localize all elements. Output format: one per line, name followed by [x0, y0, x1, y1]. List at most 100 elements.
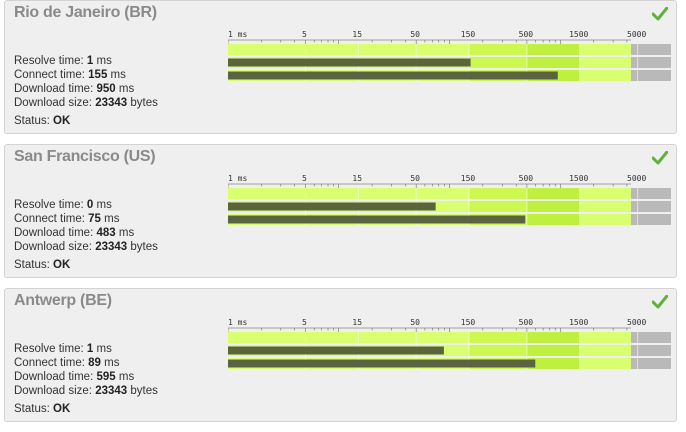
timing-over-band — [631, 188, 671, 199]
download-size-row: Download size: 23343 bytes — [14, 384, 158, 398]
resolve-value: 1 — [86, 55, 94, 67]
timing-band — [469, 201, 527, 212]
unit: bytes — [130, 97, 158, 109]
timing-band — [526, 188, 580, 199]
stats-block: Resolve time: 1 ms Connect time: 89 ms D… — [14, 342, 158, 416]
connect-value: 89 — [88, 357, 101, 369]
scale-tick-label: 50 — [410, 318, 420, 327]
connect-label: Connect time: — [14, 213, 85, 225]
status-value: OK — [53, 259, 71, 271]
resolve-time-row: Resolve time: 1 ms — [14, 54, 158, 68]
unit: ms — [96, 55, 112, 67]
scale-tick-label: 500 — [519, 318, 534, 327]
location-title: Rio de Janeiro (BR) — [14, 4, 157, 21]
timing-band — [526, 345, 580, 356]
unit: ms — [118, 371, 135, 383]
stats-block: Resolve time: 0 ms Connect time: 75 ms D… — [14, 198, 158, 272]
scale-tick-label: 50 — [410, 174, 420, 183]
timing-over-band — [631, 201, 671, 212]
size-label: Download size: — [14, 97, 92, 109]
status-label: Status: — [14, 115, 50, 127]
scale-tick-label: 5 — [302, 318, 307, 327]
resolve-value: 0 — [86, 199, 94, 211]
download-time-row: Download time: 595 ms — [14, 370, 158, 384]
scale-tick-label: 5000 — [627, 174, 646, 183]
resolve-time-row: Resolve time: 0 ms — [14, 198, 158, 212]
status-row: Status: OK — [14, 114, 158, 128]
timing-band — [526, 201, 580, 212]
scale-tick-label: 1 ms — [228, 30, 247, 39]
scale-tick-label: 1 ms — [228, 174, 247, 183]
timing-chart: 1 ms 5 15 50 150 500 1500 5000 — [228, 30, 671, 81]
timing-band — [469, 188, 527, 199]
scale-tick-label: 1 ms — [228, 318, 247, 327]
location-panel-antwerp: Antwerp (BE) Resolve time: 1 ms Connect … — [4, 288, 677, 422]
size-value: 23343 — [95, 385, 128, 397]
unit: ms — [118, 83, 135, 95]
timing-chart: 1 ms 5 15 50 150 500 1500 5000 — [228, 318, 671, 369]
timing-over-band — [631, 358, 671, 369]
connect-value: 75 — [88, 213, 101, 225]
connect-value: 155 — [88, 69, 108, 81]
download-label: Download time: — [14, 83, 94, 95]
scale-tick-label: 15 — [352, 30, 362, 39]
scale-tick-label: 5 — [302, 30, 307, 39]
resolve-time-row: Resolve time: 1 ms — [14, 342, 158, 356]
download-size-row: Download size: 23343 bytes — [14, 240, 158, 254]
location-panel-rio: Rio de Janeiro (BR) Resolve time: 1 ms C… — [4, 0, 677, 134]
status-label: Status: — [14, 403, 50, 415]
check-icon — [652, 151, 668, 165]
scale-tick-label: 5000 — [627, 318, 646, 327]
connect-bar — [228, 58, 471, 67]
timing-band — [469, 345, 527, 356]
location-panel-san-francisco: San Francisco (US) Resolve time: 0 ms Co… — [4, 144, 677, 278]
timing-band — [526, 44, 580, 55]
download-bar — [228, 71, 558, 80]
download-bar — [228, 215, 526, 224]
connect-bar — [228, 202, 436, 211]
unit: bytes — [130, 385, 158, 397]
unit: ms — [104, 213, 120, 225]
resolve-label: Resolve time: — [14, 55, 84, 67]
size-value: 23343 — [95, 97, 128, 109]
download-value: 950 — [96, 83, 116, 95]
status-row: Status: OK — [14, 258, 158, 272]
scale-tick-label: 5000 — [627, 30, 646, 39]
resolve-label: Resolve time: — [14, 199, 84, 211]
timing-band — [469, 332, 527, 343]
connect-time-row: Connect time: 155 ms — [14, 68, 158, 82]
scale-tick-label: 1500 — [569, 174, 588, 183]
timing-track — [228, 44, 631, 55]
status-label: Status: — [14, 259, 50, 271]
download-time-row: Download time: 950 ms — [14, 82, 158, 96]
scale-tick-label: 5 — [302, 174, 307, 183]
scale-tick-label: 15 — [352, 318, 362, 327]
download-label: Download time: — [14, 227, 94, 239]
timing-chart: 1 ms 5 15 50 150 500 1500 5000 — [228, 174, 671, 225]
resolve-label: Resolve time: — [14, 343, 84, 355]
size-label: Download size: — [14, 241, 92, 253]
unit: ms — [104, 357, 120, 369]
resolve-value: 1 — [86, 343, 94, 355]
timing-track — [228, 188, 631, 199]
scale-tick-label: 50 — [410, 30, 420, 39]
connect-time-row: Connect time: 89 ms — [14, 356, 158, 370]
connect-label: Connect time: — [14, 69, 85, 81]
status-row: Status: OK — [14, 402, 158, 416]
download-time-row: Download time: 483 ms — [14, 226, 158, 240]
download-label: Download time: — [14, 371, 94, 383]
unit: ms — [96, 199, 112, 211]
unit: ms — [96, 343, 112, 355]
size-value: 23343 — [95, 241, 128, 253]
check-icon — [652, 7, 668, 21]
unit: ms — [110, 69, 126, 81]
location-title: Antwerp (BE) — [14, 292, 112, 309]
timing-band — [526, 214, 580, 225]
scale-tick-label: 500 — [519, 174, 534, 183]
download-bar — [228, 359, 536, 368]
scale-tick-label: 1500 — [569, 318, 588, 327]
connect-bar — [228, 346, 444, 355]
download-value: 483 — [96, 227, 116, 239]
timing-band — [526, 57, 580, 68]
timing-band — [526, 358, 580, 369]
